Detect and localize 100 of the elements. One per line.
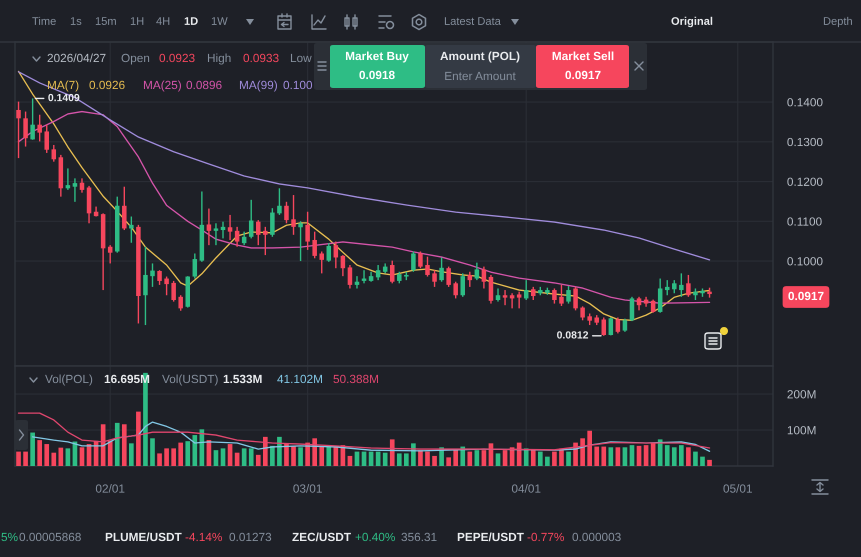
candlestick bbox=[390, 260, 394, 284]
candlestick bbox=[446, 266, 451, 288]
candlestick bbox=[474, 262, 480, 281]
candlestick bbox=[594, 314, 599, 326]
bar bbox=[228, 444, 232, 466]
bar bbox=[16, 452, 21, 466]
bar bbox=[256, 454, 261, 466]
candlestick bbox=[432, 269, 437, 288]
bar bbox=[396, 453, 402, 466]
candlestick bbox=[94, 206, 98, 218]
bar bbox=[122, 424, 127, 466]
candlestick bbox=[587, 312, 592, 326]
candlestick bbox=[453, 281, 458, 300]
candlestick bbox=[368, 271, 374, 282]
bar bbox=[496, 453, 500, 466]
text: 4H bbox=[156, 17, 170, 25]
text: ZEC/USDT bbox=[292, 532, 351, 542]
candlestick bbox=[468, 271, 472, 288]
bar bbox=[86, 444, 92, 466]
text: 0.000003 bbox=[572, 532, 621, 542]
candlestick bbox=[248, 199, 254, 240]
candlestick bbox=[397, 271, 402, 284]
annotation: 0.0933 bbox=[243, 54, 279, 62]
bar bbox=[482, 450, 486, 466]
bar bbox=[214, 450, 218, 466]
candlestick bbox=[150, 262, 155, 288]
bar bbox=[354, 452, 360, 466]
text: Latest Data bbox=[444, 17, 501, 25]
line-series bbox=[18, 71, 710, 261]
bar bbox=[382, 452, 388, 466]
annotation: 0.0812 bbox=[557, 331, 588, 339]
bar bbox=[348, 456, 352, 466]
annotation: 0.0918 bbox=[359, 70, 395, 80]
bar bbox=[206, 440, 212, 466]
text: 1s bbox=[70, 17, 82, 25]
text: 1D bbox=[184, 17, 198, 25]
x-tick-label: 02/01 bbox=[96, 484, 124, 493]
candlestick bbox=[157, 269, 162, 286]
bar bbox=[291, 446, 296, 466]
text: 356.31 bbox=[401, 532, 437, 542]
bar bbox=[114, 422, 120, 466]
candlestick bbox=[425, 256, 430, 278]
candlestick bbox=[312, 230, 317, 259]
annotation: 2026/04/27 bbox=[48, 54, 106, 62]
candlestick bbox=[516, 290, 522, 310]
bar bbox=[693, 452, 698, 466]
candlestick bbox=[672, 279, 677, 294]
candlestick bbox=[214, 222, 218, 246]
annotation: Vol(POL) bbox=[45, 374, 92, 386]
candlestick bbox=[482, 266, 486, 290]
bar bbox=[178, 442, 184, 466]
bar bbox=[171, 448, 176, 466]
annotation: 0.0923 bbox=[159, 54, 195, 62]
y-tick-label: 0.1400 bbox=[787, 98, 823, 106]
bar bbox=[474, 450, 480, 466]
series-label: MA(7) bbox=[48, 80, 78, 92]
bar bbox=[700, 456, 705, 466]
bar bbox=[538, 452, 543, 466]
candlestick bbox=[650, 298, 656, 314]
candlestick bbox=[16, 100, 21, 159]
bar bbox=[530, 450, 536, 466]
candlestick bbox=[602, 316, 606, 336]
x-tick-label: 03/01 bbox=[293, 484, 322, 493]
bar bbox=[622, 447, 628, 466]
bar bbox=[58, 448, 64, 466]
candlestick bbox=[616, 316, 620, 334]
candlestick bbox=[693, 288, 698, 301]
text: PLUME/USDT bbox=[106, 532, 182, 542]
candlestick bbox=[340, 254, 346, 277]
bar bbox=[66, 448, 70, 466]
bar bbox=[23, 452, 28, 466]
candlestick bbox=[559, 284, 564, 307]
annotation: Amount (POL) bbox=[440, 52, 520, 62]
candlestick bbox=[298, 220, 303, 262]
bar bbox=[270, 446, 275, 466]
candlestick bbox=[376, 264, 380, 281]
candlestick bbox=[679, 272, 684, 298]
text: MA(25) bbox=[144, 80, 181, 92]
y-tick-label: 0.1200 bbox=[787, 178, 823, 186]
candlestick bbox=[37, 114, 42, 142]
candlestick bbox=[326, 242, 332, 263]
text: MA(99) bbox=[240, 80, 277, 92]
candlestick bbox=[80, 178, 84, 194]
y-tick-label: 200M bbox=[787, 390, 816, 398]
candlestick bbox=[291, 194, 296, 236]
text: Original bbox=[671, 16, 712, 28]
bar bbox=[418, 450, 423, 466]
candlestick bbox=[66, 168, 70, 191]
candlestick bbox=[418, 250, 423, 269]
bar bbox=[136, 412, 141, 466]
candlestick bbox=[566, 285, 571, 304]
candlestick bbox=[164, 276, 169, 296]
candlestick bbox=[242, 230, 246, 246]
bar bbox=[545, 456, 550, 466]
bar bbox=[37, 440, 42, 466]
bar bbox=[672, 447, 677, 466]
annotation: 0.0926 bbox=[89, 80, 125, 90]
bar bbox=[425, 452, 430, 466]
candlestick bbox=[277, 188, 282, 216]
bar bbox=[80, 447, 84, 466]
